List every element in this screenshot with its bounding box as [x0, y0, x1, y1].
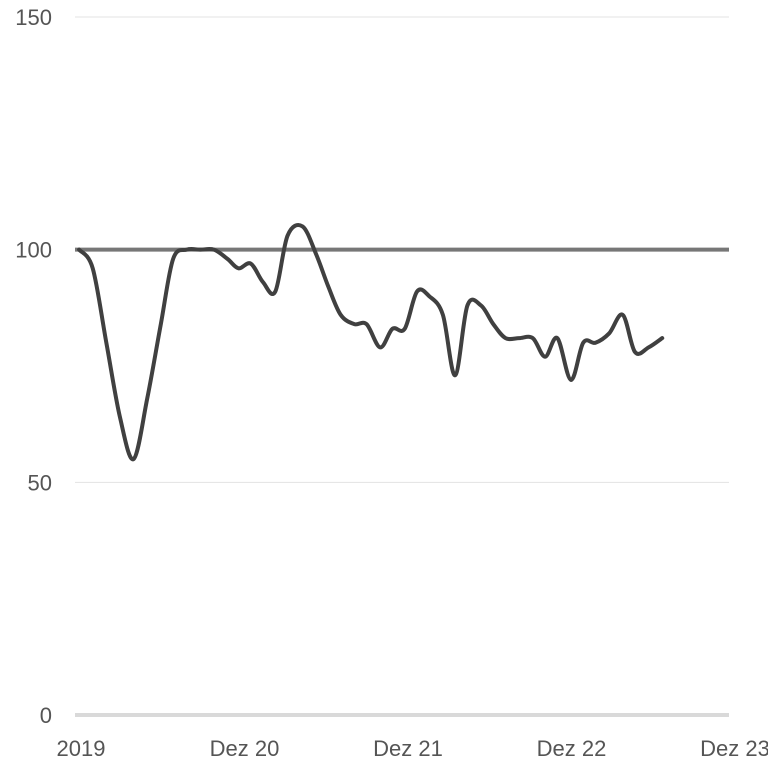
y-tick-label: 50 [28, 470, 52, 495]
y-tick-label: 150 [15, 5, 52, 30]
series-line [77, 223, 665, 462]
y-tick-label: 0 [40, 703, 52, 728]
x-tick-label: Dez 20 [210, 736, 280, 761]
gridlines [75, 16, 729, 717]
x-tick-label: Dez 21 [373, 736, 443, 761]
x-tick-label: 2019 [57, 736, 106, 761]
x-tick-label: Dez 23 [700, 736, 768, 761]
x-axis-tick-labels: 2019 Dez 20 Dez 21 Dez 22 Dez 23 [57, 736, 768, 761]
y-axis-tick-labels: 0 50 100 150 [15, 5, 52, 728]
x-tick-label: Dez 22 [537, 736, 607, 761]
series-group [77, 223, 665, 462]
y-tick-label: 100 [15, 238, 52, 263]
